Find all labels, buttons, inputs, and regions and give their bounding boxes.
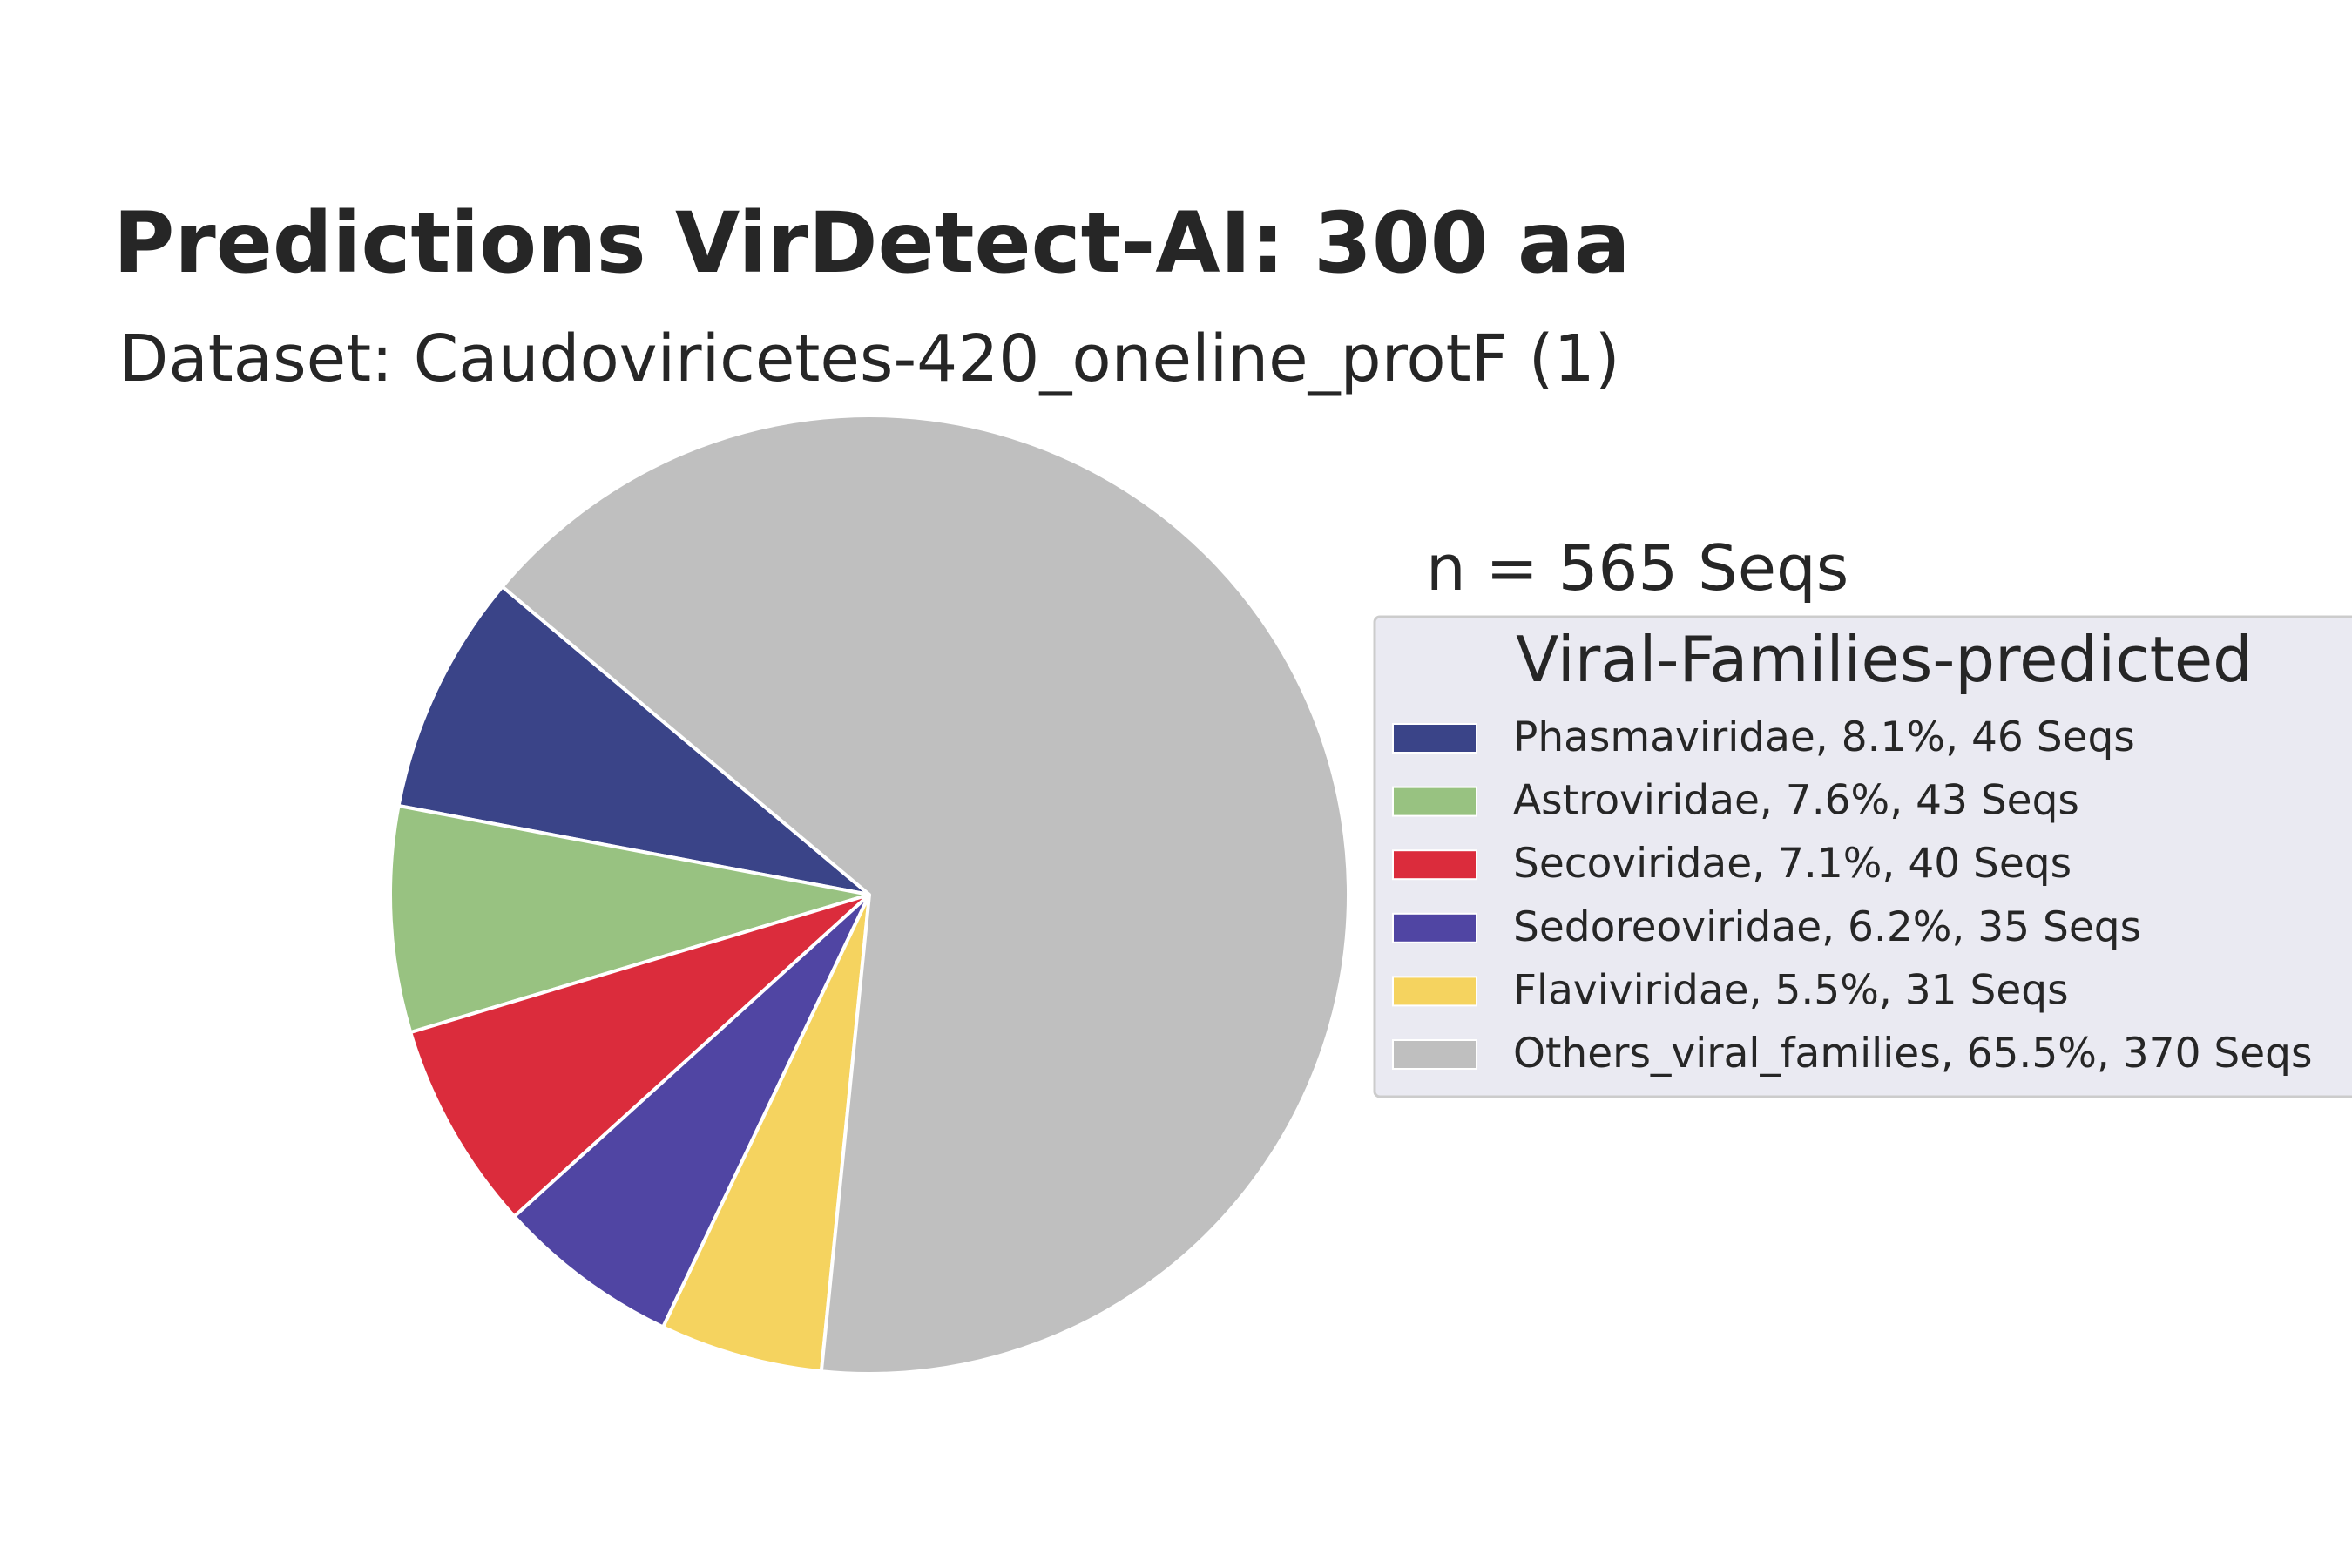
legend-swatch	[1392, 723, 1477, 754]
pie-slice-others-viral-families	[500, 414, 1351, 1375]
legend-label: Others_viral_families, 65.5%, 370 Seqs	[1513, 1030, 2313, 1078]
legend-label: Sedoreoviridae, 6.2%, 35 Seqs	[1513, 903, 2141, 951]
legend-swatch	[1392, 912, 1477, 943]
pie-slice-phasmaviridae	[396, 585, 871, 896]
legend-item-flaviviridae: Flaviviridae, 5.5%, 31 Seqs	[1392, 966, 2069, 1014]
pie-slice-flaviviridae	[661, 893, 871, 1374]
legend-swatch	[1392, 976, 1477, 1007]
legend-swatch	[1392, 1039, 1477, 1070]
sequence-count-label: n = 565 Seqs	[1426, 531, 1848, 605]
legend-swatch	[1392, 786, 1477, 817]
legend-label: Phasmaviridae, 8.1%, 46 Seqs	[1513, 713, 2135, 761]
legend-title: Viral-Families-predicted	[1516, 623, 2253, 696]
chart-subtitle: Dataset: Caudoviricetes-420_oneline_prot…	[118, 321, 1619, 396]
legend-label: Flaviviridae, 5.5%, 31 Seqs	[1513, 966, 2069, 1014]
legend-items: Phasmaviridae, 8.1%, 46 Seqs Astroviridae…	[1392, 713, 2313, 1078]
legend-label: Secoviridae, 7.1%, 40 Seqs	[1513, 840, 2072, 888]
legend-label: Astroviridae, 7.6%, 43 Seqs	[1513, 777, 2079, 825]
pie-slices	[389, 414, 1351, 1375]
legend-item-astroviridae: Astroviridae, 7.6%, 43 Seqs	[1392, 777, 2079, 825]
legend-item-others-viral-families: Others_viral_families, 65.5%, 370 Seqs	[1392, 1030, 2313, 1078]
legend-item-phasmaviridae: Phasmaviridae, 8.1%, 46 Seqs	[1392, 713, 2135, 761]
pie-slice-astroviridae	[389, 803, 871, 1035]
pie-slice-sedoreoviridae	[512, 893, 871, 1329]
pie-slice-secoviridae	[409, 893, 871, 1219]
legend-frame	[1373, 615, 2352, 1098]
legend-item-secoviridae: Secoviridae, 7.1%, 40 Seqs	[1392, 840, 2072, 888]
chart-title: Predictions VirDetect-AI: 300 aa	[113, 194, 1631, 292]
legend-swatch	[1392, 849, 1477, 881]
legend-item-sedoreoviridae: Sedoreoviridae, 6.2%, 35 Seqs	[1392, 903, 2141, 951]
legend: Viral-Families-predicted Phasmaviridae, …	[1373, 615, 2352, 1098]
